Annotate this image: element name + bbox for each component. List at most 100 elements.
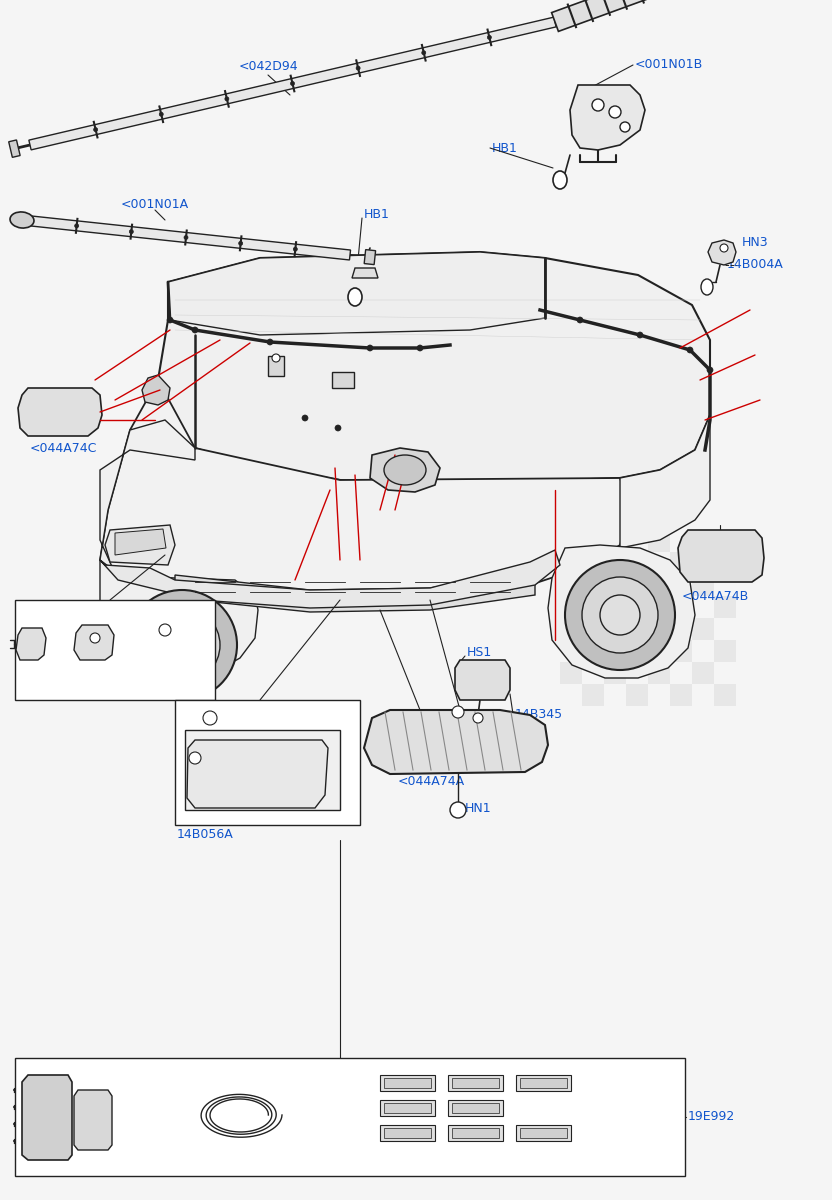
- Bar: [560, 574, 582, 596]
- Circle shape: [687, 347, 693, 353]
- Text: 14B345: 14B345: [515, 708, 563, 720]
- Text: 14B004B: 14B004B: [52, 690, 108, 703]
- Circle shape: [167, 317, 173, 323]
- Bar: [670, 640, 692, 662]
- Bar: [604, 662, 626, 684]
- Polygon shape: [570, 85, 645, 150]
- Ellipse shape: [701, 278, 713, 295]
- Circle shape: [335, 425, 341, 431]
- Polygon shape: [175, 570, 535, 612]
- Text: HN2: HN2: [168, 617, 192, 626]
- Circle shape: [127, 590, 237, 700]
- Circle shape: [620, 122, 630, 132]
- Text: HN1: HN1: [465, 802, 492, 815]
- Polygon shape: [100, 420, 195, 580]
- Circle shape: [565, 560, 675, 670]
- Polygon shape: [620, 415, 710, 548]
- Circle shape: [144, 607, 220, 683]
- Circle shape: [582, 577, 658, 653]
- Polygon shape: [29, 17, 556, 150]
- Circle shape: [189, 752, 201, 764]
- Bar: [560, 662, 582, 684]
- Circle shape: [225, 97, 229, 101]
- Circle shape: [184, 235, 188, 240]
- Bar: [560, 530, 582, 552]
- Bar: [648, 618, 670, 640]
- Text: HB2: HB2: [18, 665, 41, 674]
- Bar: [692, 618, 714, 640]
- Polygon shape: [18, 388, 102, 436]
- Polygon shape: [168, 252, 545, 335]
- Polygon shape: [100, 550, 560, 608]
- Bar: [384, 1128, 431, 1138]
- Circle shape: [452, 706, 464, 718]
- Circle shape: [367, 346, 373, 350]
- Bar: [384, 1078, 431, 1088]
- Bar: [714, 684, 736, 706]
- Bar: [648, 530, 670, 552]
- Bar: [670, 552, 692, 574]
- Polygon shape: [548, 545, 695, 678]
- Polygon shape: [158, 252, 710, 485]
- Bar: [626, 596, 648, 618]
- Ellipse shape: [348, 288, 362, 306]
- Polygon shape: [352, 268, 378, 278]
- Polygon shape: [187, 740, 328, 808]
- Bar: [452, 1128, 499, 1138]
- Bar: [714, 552, 736, 574]
- Bar: [448, 1075, 503, 1091]
- Bar: [452, 1103, 499, 1114]
- Bar: [380, 1100, 435, 1116]
- Polygon shape: [22, 1075, 72, 1160]
- Circle shape: [239, 241, 243, 245]
- Bar: [582, 596, 604, 618]
- Bar: [384, 1103, 431, 1114]
- Circle shape: [267, 338, 273, 346]
- Polygon shape: [74, 1090, 112, 1150]
- Bar: [15, 1058, 685, 1176]
- Bar: [175, 700, 360, 826]
- Circle shape: [637, 332, 643, 338]
- Bar: [15, 600, 215, 700]
- Circle shape: [356, 66, 360, 70]
- Text: 19E992: 19E992: [688, 1110, 735, 1123]
- Circle shape: [720, 244, 728, 252]
- Polygon shape: [370, 448, 440, 492]
- Text: 14B056B: 14B056B: [190, 810, 246, 823]
- Text: HN3: HN3: [742, 235, 769, 248]
- Bar: [692, 530, 714, 552]
- Bar: [626, 552, 648, 574]
- Text: <044A74B: <044A74B: [682, 590, 750, 602]
- Bar: [332, 372, 354, 388]
- Text: HB1: HB1: [492, 142, 518, 155]
- Bar: [692, 662, 714, 684]
- Circle shape: [290, 82, 295, 85]
- Circle shape: [417, 346, 423, 350]
- Polygon shape: [8, 140, 20, 157]
- Bar: [520, 1078, 567, 1088]
- Polygon shape: [100, 380, 630, 608]
- Bar: [692, 574, 714, 596]
- Bar: [604, 530, 626, 552]
- Polygon shape: [142, 374, 170, 404]
- Text: <001N01A: <001N01A: [121, 198, 189, 210]
- Circle shape: [600, 595, 640, 635]
- Polygon shape: [364, 250, 375, 265]
- Bar: [448, 1100, 503, 1116]
- Bar: [714, 596, 736, 618]
- Polygon shape: [16, 628, 46, 660]
- Bar: [604, 618, 626, 640]
- Text: <042D94: <042D94: [238, 60, 298, 73]
- Circle shape: [488, 35, 492, 40]
- Polygon shape: [552, 0, 727, 31]
- Circle shape: [609, 106, 621, 118]
- Text: HN3: HN3: [222, 708, 245, 718]
- Circle shape: [450, 802, 466, 818]
- Circle shape: [294, 247, 297, 251]
- Bar: [648, 662, 670, 684]
- Polygon shape: [364, 710, 548, 774]
- Text: 14B056A: 14B056A: [176, 828, 233, 841]
- Polygon shape: [115, 529, 166, 554]
- Bar: [648, 574, 670, 596]
- Bar: [380, 1126, 435, 1141]
